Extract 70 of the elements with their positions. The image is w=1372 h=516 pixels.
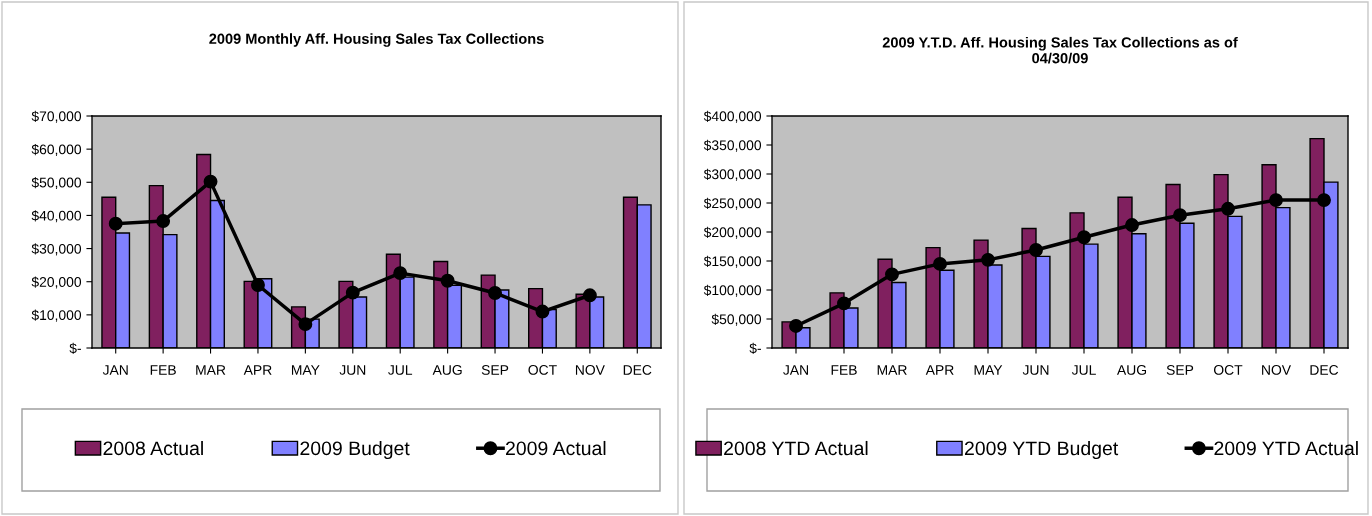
y-tick-label: $- [749, 342, 761, 354]
x-tick-label: JAN [783, 365, 808, 375]
point [251, 278, 265, 292]
y-tick-label: $150,000 [703, 255, 762, 268]
y-tick-label: $60,000 [31, 143, 82, 156]
y-tick-label: $400,000 [703, 110, 762, 123]
x-tick-label: OCT [1214, 365, 1243, 375]
y-tick-label: $20,000 [31, 276, 82, 289]
point [885, 267, 899, 282]
point [1269, 193, 1283, 208]
y-tick-label: $300,000 [703, 168, 762, 181]
point [1221, 201, 1235, 216]
x-tick-label: MAR [196, 365, 226, 375]
x-tick-label: FEB [150, 365, 176, 375]
point [393, 266, 408, 281]
x-tick-label: OCT [528, 365, 557, 375]
x-tick-label: FEB [831, 365, 857, 375]
x-tick-label: DEC [623, 365, 652, 375]
point [203, 174, 218, 189]
x-tick-label: NOV [575, 365, 605, 375]
point [345, 285, 360, 300]
x-tick-label: JUN [1022, 365, 1049, 375]
x-tick-label: APR [243, 365, 272, 375]
x-tick-label: AUG [1116, 365, 1147, 375]
point [488, 286, 502, 300]
point [1077, 230, 1091, 245]
point [1173, 208, 1187, 223]
y-tick-label: $50,000 [31, 177, 82, 190]
x-tick-label: SEP [1166, 365, 1194, 375]
x-tick-label: SEP [481, 365, 509, 375]
y-tick-label: $200,000 [703, 226, 762, 239]
legend-label: 2008 YTD Actual [724, 440, 868, 456]
point [440, 273, 455, 288]
x-tick-label: MAR [877, 365, 907, 375]
x-tick-label: MAY [974, 365, 1003, 375]
y-tick-label: $50,000 [711, 313, 762, 326]
legend-label: 2008 Actual [103, 440, 203, 456]
y-tick-label: $250,000 [703, 197, 762, 210]
y-tick-label: $- [69, 342, 81, 354]
chart-title: 2009 Y.T.D. Aff. Housing Sales Tax Collections as of 04/30/09 [882, 36, 1238, 64]
x-tick-label: DEC [1310, 365, 1339, 375]
y-tick-label: $70,000 [31, 110, 82, 123]
point [582, 288, 597, 303]
x-tick-label: APR [925, 365, 954, 375]
y-tick-label: $40,000 [31, 210, 82, 223]
point [981, 252, 995, 267]
y-tick-label: $350,000 [703, 139, 762, 152]
x-tick-label: JUL [388, 365, 413, 375]
point [156, 214, 171, 229]
point [837, 296, 851, 311]
point [108, 216, 123, 231]
y-tick-label: $100,000 [703, 284, 762, 297]
x-tick-label: JUL [1071, 365, 1096, 375]
x-tick-label: JUN [339, 365, 366, 375]
legend-label: 2009 Actual [506, 440, 606, 456]
chart-title: 2009 Monthly Aff. Housing Sales Tax Collections [209, 33, 544, 47]
x-tick-label: MAY [291, 365, 320, 375]
point [1029, 243, 1043, 257]
x-tick-label: NOV [1262, 365, 1291, 375]
legend-label: 2009 Budget [300, 440, 410, 460]
legend-label: 2009 YTD Budget [964, 440, 1119, 460]
x-tick-label: AUG [432, 365, 462, 375]
point [1317, 193, 1331, 208]
point [789, 319, 803, 333]
legend-label: 2009 YTD Actual [1214, 440, 1358, 456]
y-tick-label: $30,000 [31, 243, 82, 256]
point [933, 256, 947, 271]
x-tick-label: JAN [102, 365, 128, 375]
point [1125, 218, 1139, 232]
y-tick-label: $10,000 [31, 309, 82, 322]
